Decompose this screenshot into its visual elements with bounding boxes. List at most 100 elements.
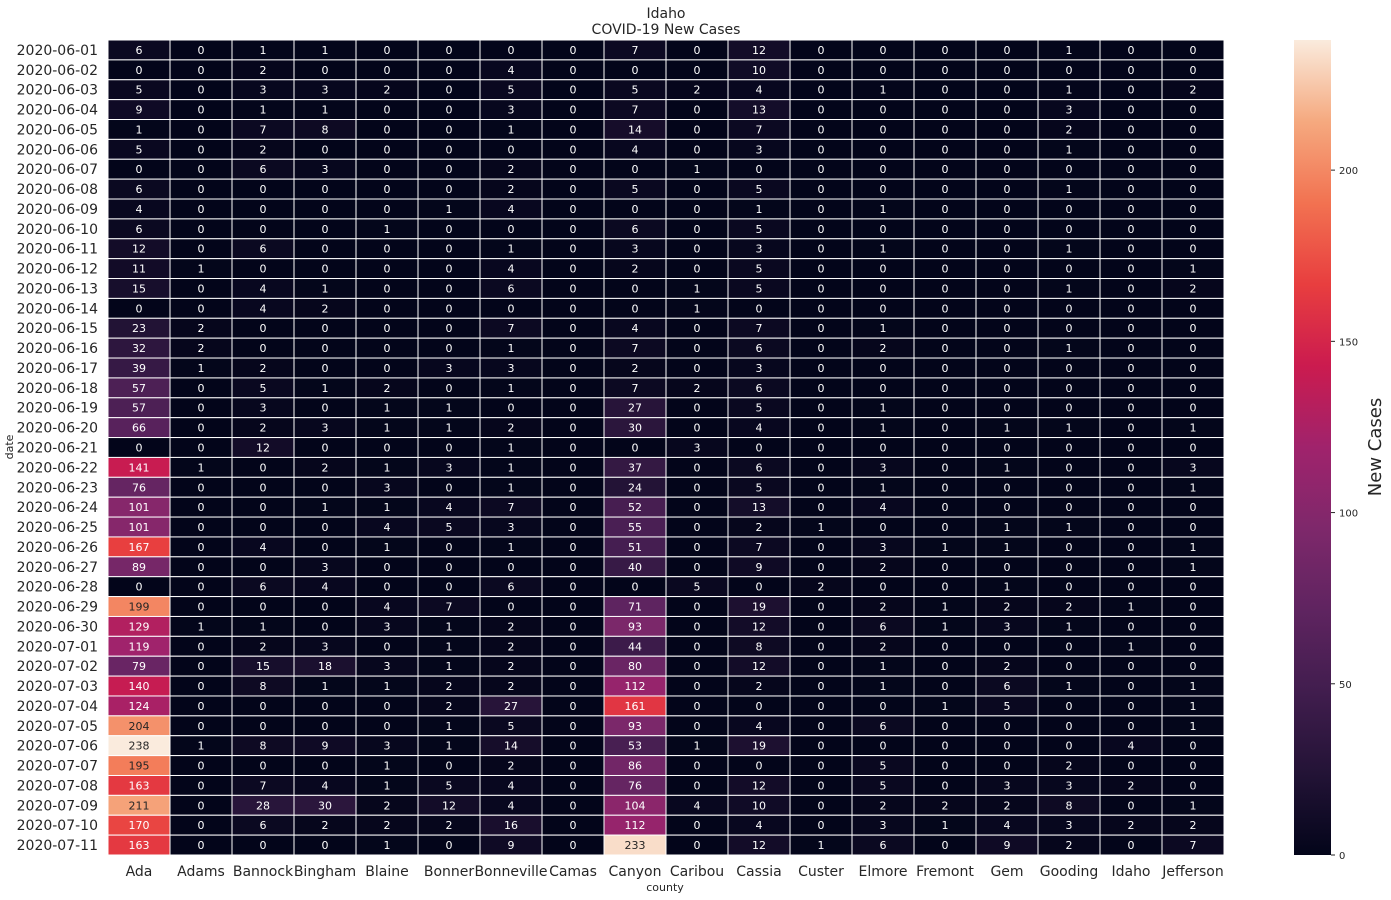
cell-value-label: 0	[1128, 442, 1135, 455]
cell-value-label: 1	[136, 123, 143, 136]
cell-value-label: 1	[446, 740, 453, 753]
cell-value-label: 12	[752, 44, 766, 57]
cell-value-label: 0	[446, 541, 453, 554]
cell-value-label: 0	[198, 422, 205, 435]
cell-value-label: 0	[942, 322, 949, 335]
cell-value-label: 1	[508, 461, 515, 474]
cell-value-label: 0	[198, 799, 205, 812]
cell-value-label: 0	[384, 183, 391, 196]
cell-value-label: 0	[508, 302, 515, 315]
cell-value-label: 0	[756, 302, 763, 315]
cell-value-label: 2	[1066, 123, 1073, 136]
y-tick-label: 2020-06-16	[17, 341, 98, 357]
y-tick-label: 2020-07-11	[17, 838, 98, 854]
cell-value-label: 1	[1066, 620, 1073, 633]
cell-value-label: 4	[508, 799, 515, 812]
cell-value-label: 12	[752, 660, 766, 673]
cell-value-label: 0	[198, 84, 205, 97]
cell-value-label: 2	[260, 422, 267, 435]
heatmap-cell	[1161, 834, 1225, 856]
y-tick-label: 2020-07-10	[17, 818, 98, 834]
cell-value-label: 0	[384, 64, 391, 77]
cell-value-label: 13	[752, 104, 766, 117]
cell-value-label: 2	[756, 521, 763, 534]
cell-value-label: 2	[1190, 84, 1197, 97]
cell-value-label: 0	[632, 282, 639, 295]
cell-value-label: 0	[570, 263, 577, 276]
cell-value-label: 0	[942, 680, 949, 693]
cell-value-label: 0	[1128, 700, 1135, 713]
cell-value-label: 0	[446, 263, 453, 276]
chart-title-line1: Idaho	[646, 6, 685, 22]
cell-value-label: 1	[1190, 481, 1197, 494]
cell-value-label: 0	[694, 203, 701, 216]
cell-value-label: 112	[625, 819, 646, 832]
cell-value-label: 0	[322, 541, 329, 554]
cell-value-label: 2	[384, 382, 391, 395]
cell-value-label: 0	[694, 839, 701, 852]
cell-value-label: 5	[756, 223, 763, 236]
cell-value-label: 0	[1128, 720, 1135, 733]
y-tick-label: 2020-06-28	[17, 580, 98, 596]
cell-value-label: 0	[446, 223, 453, 236]
cell-value-label: 0	[260, 263, 267, 276]
cell-value-label: 1	[694, 740, 701, 753]
cell-value-label: 0	[570, 64, 577, 77]
y-tick-label: 2020-07-01	[17, 639, 98, 655]
cell-value-label: 0	[632, 64, 639, 77]
cell-value-label: 1	[1004, 581, 1011, 594]
cell-value-label: 3	[880, 541, 887, 554]
cell-value-label: 0	[942, 223, 949, 236]
cell-value-label: 0	[570, 123, 577, 136]
cell-value-label: 0	[1004, 501, 1011, 514]
cell-value-label: 0	[384, 581, 391, 594]
cell-value-label: 0	[1128, 620, 1135, 633]
cell-value-label: 4	[322, 581, 329, 594]
cell-value-label: 0	[198, 760, 205, 773]
cell-value-label: 0	[198, 720, 205, 733]
cell-value-label: 1	[942, 819, 949, 832]
cell-value-label: 1	[1066, 183, 1073, 196]
cell-value-label: 0	[942, 163, 949, 176]
cell-value-label: 0	[818, 680, 825, 693]
cell-value-label: 1	[1190, 541, 1197, 554]
cell-value-label: 4	[756, 819, 763, 832]
x-tick-label: Jefferson	[1161, 864, 1224, 880]
cell-value-label: 0	[942, 581, 949, 594]
cell-value-label: 12	[442, 799, 456, 812]
y-tick-label: 2020-06-05	[17, 122, 98, 138]
colorbar-tick-label: 0	[1339, 851, 1345, 862]
cell-value-label: 0	[818, 123, 825, 136]
cell-value-label: 0	[942, 143, 949, 156]
cell-value-label: 0	[570, 521, 577, 534]
cell-value-label: 0	[198, 521, 205, 534]
cell-value-label: 0	[818, 660, 825, 673]
cell-value-label: 0	[1128, 660, 1135, 673]
cell-value-label: 7	[1190, 839, 1197, 852]
cell-value-label: 2	[694, 84, 701, 97]
cell-value-label: 9	[1004, 839, 1011, 852]
y-tick-label: 2020-06-07	[17, 162, 98, 178]
cell-value-label: 0	[322, 362, 329, 375]
cell-value-label: 0	[384, 700, 391, 713]
cell-value-label: 0	[880, 740, 887, 753]
cell-value-label: 2	[198, 342, 205, 355]
cell-value-label: 0	[694, 561, 701, 574]
cell-value-label: 0	[1190, 243, 1197, 256]
cell-value-label: 0	[1128, 143, 1135, 156]
cell-value-label: 30	[628, 422, 642, 435]
cell-value-label: 0	[1190, 501, 1197, 514]
cell-value-label: 0	[446, 123, 453, 136]
cell-value-label: 0	[818, 501, 825, 514]
cell-value-label: 3	[322, 422, 329, 435]
cell-value-label: 4	[136, 203, 143, 216]
cell-value-label: 9	[136, 104, 143, 117]
cell-value-label: 0	[198, 143, 205, 156]
cell-value-label: 4	[322, 779, 329, 792]
cell-value-label: 0	[1128, 203, 1135, 216]
cell-value-label: 0	[198, 163, 205, 176]
cell-value-label: 0	[446, 84, 453, 97]
cell-value-label: 1	[1190, 799, 1197, 812]
cell-value-label: 2	[260, 362, 267, 375]
cell-value-label: 0	[1004, 123, 1011, 136]
